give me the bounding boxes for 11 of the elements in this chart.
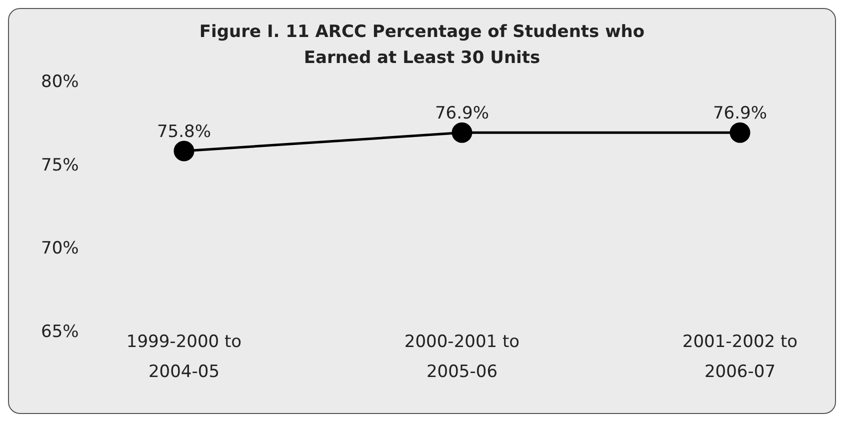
y-tick-label: 70% (41, 238, 79, 259)
chart-title: Figure I. 11 ARCC Percentage of Students who Earned at Least 30 Units (198, 21, 646, 70)
text: 76.9% (434, 104, 490, 124)
y-tick-label: 80% (41, 72, 79, 92)
x-tick-label: 2000-2001 to 2005-06 (404, 332, 520, 382)
x-tick-label: 2001-2002 to 2006-07 (682, 332, 798, 382)
y-tick-label: 75% (41, 155, 79, 176)
y-tick-label: 65% (41, 322, 79, 342)
x-tick-label: 1999-2000 to 2004-05 (126, 332, 242, 382)
text: 76.9% (712, 104, 768, 124)
text: 75.8% (156, 122, 212, 142)
